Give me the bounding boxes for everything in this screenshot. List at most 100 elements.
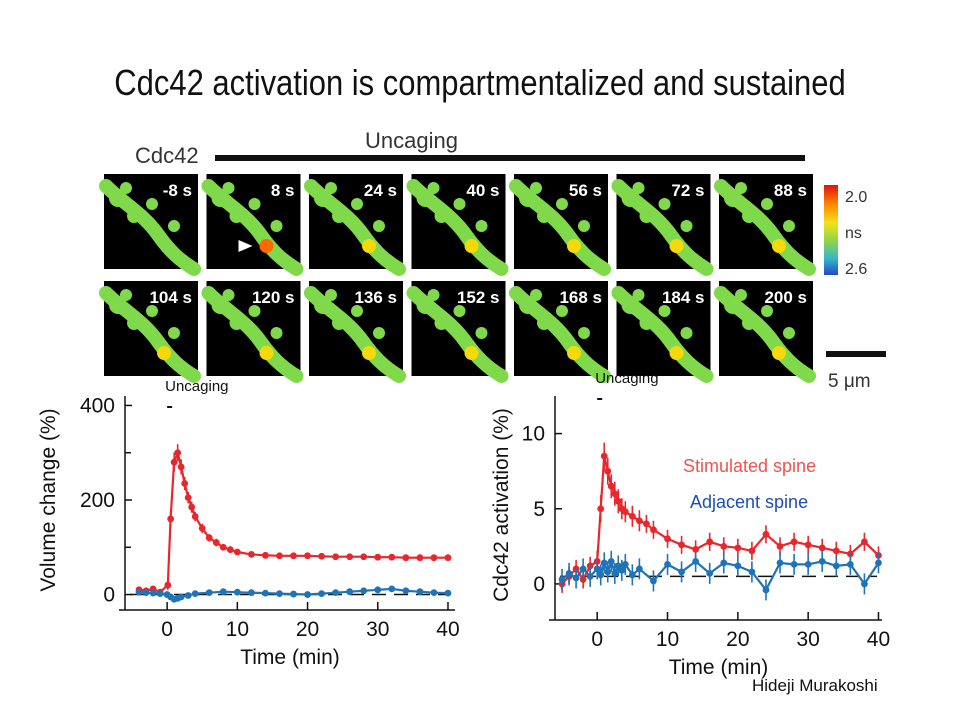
spine-shape (556, 305, 568, 317)
data-point (318, 590, 325, 597)
spine-shape (742, 316, 756, 330)
series-line (561, 455, 880, 585)
data-point (832, 547, 840, 555)
image-frame: 40 s (406, 174, 509, 276)
spine-shape (127, 316, 141, 330)
image-frame: 168 s (509, 281, 611, 383)
data-point (611, 490, 619, 498)
data-point (734, 544, 742, 552)
data-point (832, 562, 840, 570)
series-line (561, 557, 880, 592)
spine-shape (556, 198, 568, 210)
x-tick-label: 0 (591, 628, 603, 651)
data-point (635, 517, 643, 525)
data-point (748, 568, 756, 576)
colorbar (824, 185, 838, 275)
data-point (262, 551, 269, 559)
data-point (135, 588, 143, 596)
data-point (692, 545, 700, 553)
spine-shape (761, 198, 773, 210)
spine-shape (537, 316, 551, 330)
data-point (664, 535, 671, 543)
spine-shape (530, 289, 542, 301)
frame-time-label: 104 s (149, 288, 192, 307)
spine-shape (146, 198, 158, 210)
stimulated-spine-shape (160, 242, 168, 250)
stimulated-spine-shape (157, 346, 171, 360)
imaging-row-label: Cdc42 (135, 143, 199, 168)
x-axis-label: Time (min) (669, 656, 769, 679)
cdc42-chart: 0 10 20 30 40 0 5 10 Time (min) Cdc42 activation … (490, 370, 890, 679)
spine-shape (211, 296, 230, 314)
x-tick-label: 40 (867, 628, 890, 651)
data-point (861, 538, 868, 546)
data-point (416, 588, 424, 596)
frame-time-label: 184 s (662, 288, 705, 307)
image-frame: 8 s (201, 174, 304, 276)
data-point (247, 589, 255, 597)
data-point (156, 590, 164, 597)
data-point (233, 588, 241, 596)
data-point (600, 559, 608, 567)
spine-shape (211, 189, 230, 207)
data-point (346, 588, 354, 596)
x-tick-label: 10 (226, 618, 249, 641)
frame-time-label: 120 s (252, 288, 295, 307)
frame-time-label: 200 s (764, 288, 807, 307)
stimulated-spine-shape (464, 346, 479, 360)
data-point (262, 589, 269, 597)
data-point (430, 554, 438, 562)
data-point (597, 571, 605, 579)
spine-shape (680, 220, 693, 232)
data-point (219, 588, 227, 596)
frame-time-label: 56 s (569, 181, 602, 200)
data-point (360, 553, 368, 561)
spine-shape (325, 289, 337, 301)
data-point (276, 590, 283, 597)
uncaging-annotation: Uncaging (165, 378, 228, 395)
x-axis-label: Time (min) (240, 646, 340, 669)
data-point (290, 590, 297, 598)
data-point (188, 503, 196, 511)
data-point (614, 497, 622, 505)
frame-time-label: -8 s (163, 181, 192, 200)
spine-shape (416, 296, 435, 314)
data-point (402, 554, 410, 562)
spine-shape (724, 296, 742, 314)
y-tick-label: 0 (103, 584, 115, 607)
slide-title: Cdc42 activation is compartmentalized an… (114, 62, 846, 103)
image-frame: 104 s (99, 281, 201, 383)
data-point (861, 580, 868, 588)
spine-shape (761, 305, 773, 317)
data-point (332, 553, 340, 561)
data-point (177, 463, 185, 471)
frame-time-label: 152 s (457, 288, 500, 307)
colorbar-bottom-label: 2.6 (845, 261, 867, 278)
spine-shape (332, 316, 346, 330)
data-point (790, 560, 798, 568)
data-point (444, 589, 452, 597)
image-frame: 56 s (509, 174, 611, 276)
data-point (276, 552, 283, 560)
spine-shape (639, 209, 654, 223)
y-axis-label: Volume change (%) (37, 408, 60, 591)
spine-shape (314, 189, 332, 207)
spine-shape (742, 209, 756, 223)
image-frame: 24 s (304, 174, 406, 276)
data-point (628, 571, 636, 579)
spine-shape (578, 327, 590, 339)
data-point (565, 570, 573, 577)
spine-shape (373, 327, 385, 339)
data-point (219, 543, 227, 551)
data-point (593, 565, 601, 573)
stimulated-spine-shape (669, 346, 684, 360)
data-point (720, 559, 728, 567)
spine-shape (127, 209, 141, 223)
spine-shape (314, 296, 332, 314)
data-point (607, 557, 615, 565)
data-point (388, 585, 396, 593)
y-tick-label: 5 (533, 498, 545, 521)
data-point (618, 567, 626, 574)
data-point (720, 542, 728, 550)
